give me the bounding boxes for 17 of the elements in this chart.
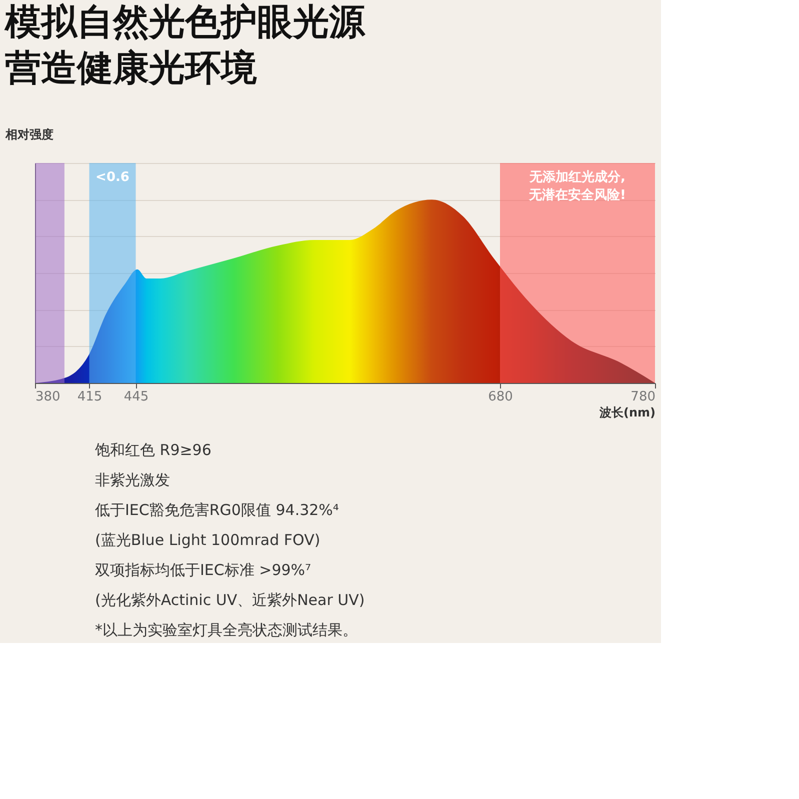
x-tick-label: 445 bbox=[124, 390, 149, 404]
x-tick-label: 380 bbox=[36, 390, 60, 404]
text: (光化紫外Actinic UV、近紫外Near UV) bbox=[95, 591, 365, 609]
x-tick-label: 415 bbox=[77, 390, 102, 404]
band-label: 无添加红光成分,无潜在安全风险! bbox=[528, 170, 626, 203]
band-label: <0.6 bbox=[96, 170, 130, 185]
text: 低于IEC豁免危害RG0限值 94.32%⁴ bbox=[95, 501, 339, 519]
chart-title: 模拟自然光色护眼光源营造健康光环境 bbox=[4, 2, 366, 89]
text: 双项指标均低于IEC标准 >99%⁷ bbox=[95, 561, 312, 579]
x-axis-title: 波长(nm) bbox=[598, 406, 656, 420]
text: (蓝光Blue Light 100mrad FOV) bbox=[95, 531, 320, 549]
text: *以上为实验室灯具全亮状态测试结果。 bbox=[95, 621, 358, 639]
x-tick-label: 780 bbox=[630, 390, 656, 404]
text: 非紫光激发 bbox=[95, 471, 170, 489]
x-tick-label: 680 bbox=[488, 390, 513, 404]
text: 饱和红色 R9≥96 bbox=[94, 441, 212, 459]
y-axis-title: 相对强度 bbox=[4, 128, 54, 142]
